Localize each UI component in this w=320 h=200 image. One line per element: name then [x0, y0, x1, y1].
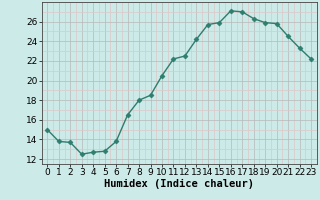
X-axis label: Humidex (Indice chaleur): Humidex (Indice chaleur) — [104, 179, 254, 189]
